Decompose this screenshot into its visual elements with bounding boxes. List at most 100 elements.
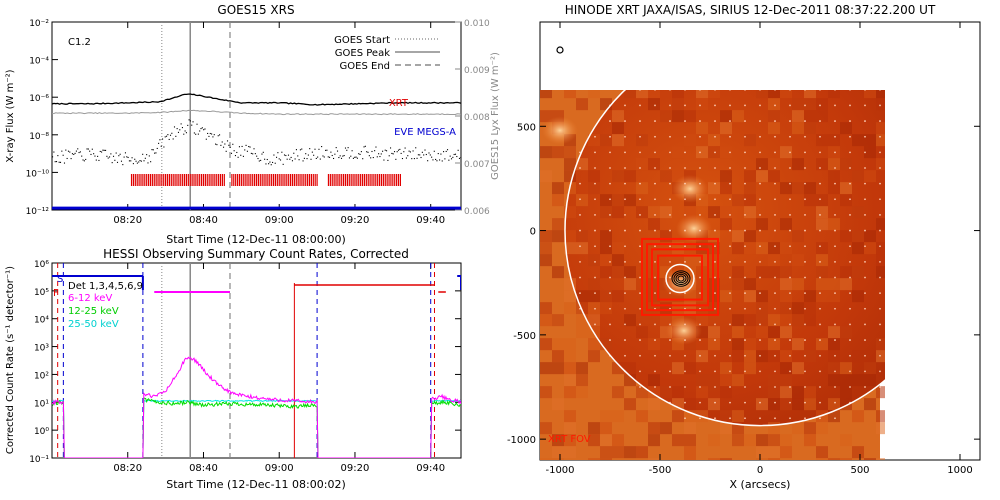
goes-legend: GOES Start GOES Peak GOES End (334, 35, 440, 72)
grid-dot (819, 354, 821, 357)
mosaic-tile (720, 290, 732, 303)
mosaic-tile (612, 386, 624, 399)
goes-short-point (457, 149, 459, 151)
goes-short-point (380, 153, 382, 155)
mosaic-tile (612, 362, 624, 375)
grid-dot (609, 135, 611, 138)
goes-short-point (212, 136, 214, 138)
goes-short-point (283, 154, 286, 156)
grid-dot (879, 104, 881, 107)
hessi-x-tick-label: 08:20 (113, 463, 142, 474)
mosaic-tile (564, 386, 576, 399)
goes-short-point (421, 151, 423, 153)
mosaic-tile (792, 362, 804, 375)
mosaic-tile (768, 90, 780, 99)
goes-short-point (378, 153, 380, 155)
goes-short-point (220, 144, 222, 146)
xrt-fov-square (657, 254, 703, 301)
grid-dot (669, 198, 671, 201)
mosaic-tile (792, 422, 804, 435)
mosaic-tile (876, 122, 885, 135)
hinode-fov-label: XRT FOV (548, 434, 591, 445)
mosaic-tile (564, 206, 576, 219)
grid-dot (774, 354, 776, 357)
grid-dot (834, 245, 836, 248)
mosaic-tile (768, 266, 780, 279)
grid-dot (849, 120, 851, 122)
mosaic-tile (552, 362, 564, 375)
mosaic-tile (672, 90, 684, 99)
goes-short-point (232, 143, 234, 145)
mosaic-tile (720, 146, 732, 159)
grid-dot (714, 214, 716, 216)
mosaic-tile (840, 230, 852, 243)
mosaic-tile (552, 446, 564, 459)
mosaic-tile (612, 254, 624, 267)
mosaic-tile (552, 230, 564, 243)
mosaic-tile (756, 158, 768, 171)
mosaic-tile (864, 134, 876, 147)
grid-dot (609, 292, 611, 295)
mosaic-tile (816, 242, 828, 255)
grid-dot (744, 386, 746, 388)
grid-dot (834, 323, 836, 326)
grid-dot (699, 292, 701, 295)
grid-dot (789, 323, 791, 326)
goes-short-point (355, 156, 357, 158)
mosaic-tile (864, 374, 876, 387)
goes-short-point (134, 158, 136, 160)
grid-dot (879, 339, 881, 341)
mosaic-tile (876, 158, 885, 171)
grid-dot (759, 260, 761, 263)
hessi-legend-6-12: 6-12 keV (68, 293, 112, 304)
mosaic-tile (828, 350, 840, 363)
goes-short-point (245, 144, 247, 146)
mosaic-tile (576, 290, 588, 303)
goes-short-point (66, 157, 68, 160)
hessi-y-tick-label: 10⁻¹ (29, 455, 49, 465)
grid-dot (729, 135, 731, 138)
goes-short-point (219, 134, 221, 136)
grid-dot (654, 276, 656, 279)
goes-short-point (115, 152, 117, 154)
mosaic-tile (540, 110, 552, 123)
grid-dot (579, 245, 581, 248)
mosaic-tile (780, 182, 792, 195)
mosaic-tile (780, 326, 792, 339)
grid-dot (834, 73, 836, 75)
mosaic-tile (624, 266, 636, 279)
grid-dot (789, 182, 791, 185)
grid-dot (789, 307, 791, 310)
mosaic-tile (828, 362, 840, 375)
grid-dot (669, 386, 671, 388)
grid-dot (669, 182, 671, 185)
goes-short-point (367, 151, 369, 153)
grid-dot (714, 307, 716, 310)
goes-short-point (253, 148, 255, 150)
goes-short-point (136, 162, 138, 164)
goes-short-point (205, 138, 207, 140)
goes-short-point (420, 156, 422, 159)
goes-y-tick-label: 10⁻² (29, 19, 49, 29)
grid-dot (819, 323, 821, 326)
goes-short-point (298, 159, 300, 161)
goes-short-point (127, 156, 129, 159)
grid-dot (609, 339, 611, 341)
grid-dot (789, 104, 791, 107)
mosaic-tile (852, 290, 864, 303)
mosaic-tile (876, 134, 885, 147)
goes-short-point (346, 149, 348, 151)
goes-short-point (244, 149, 246, 151)
grid-dot (744, 198, 746, 201)
grid-dot (639, 292, 641, 295)
goes-short-point (371, 150, 373, 153)
mosaic-tile (780, 242, 792, 255)
grid-dot (789, 339, 791, 341)
goes-short-point (419, 154, 421, 156)
mosaic-tile (612, 206, 624, 219)
grid-dot (669, 354, 671, 357)
grid-dot (789, 245, 791, 248)
grid-dot (789, 260, 791, 263)
grid-dot (729, 417, 731, 420)
goes-short-point (52, 156, 54, 158)
